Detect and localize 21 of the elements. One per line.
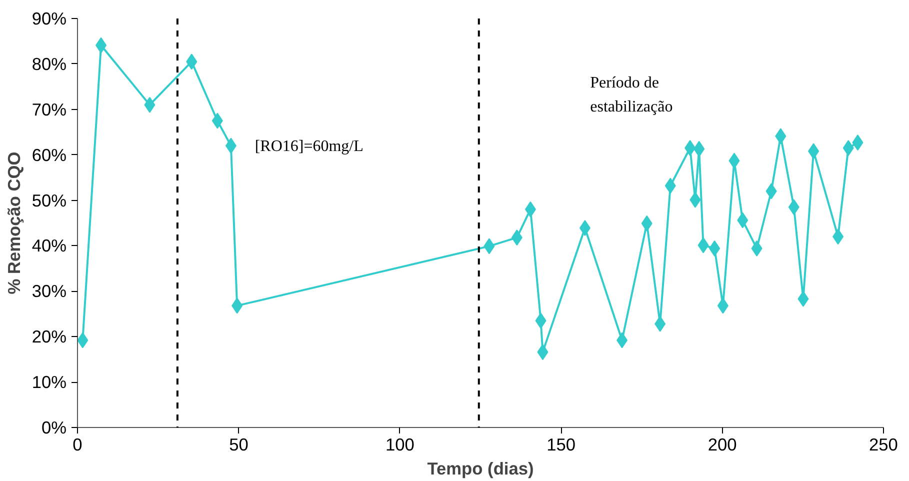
y-tick-label: 40% bbox=[32, 236, 67, 256]
y-tick-label: 70% bbox=[32, 99, 67, 120]
y-tick-label: 0% bbox=[41, 418, 66, 438]
x-tick-label: 50 bbox=[229, 434, 248, 454]
y-tick-label: 30% bbox=[32, 281, 67, 302]
x-tick-label: 150 bbox=[546, 434, 576, 454]
y-tick-label: 80% bbox=[32, 54, 67, 74]
x-tick-label: 100 bbox=[385, 434, 414, 454]
x-tick-label: 0 bbox=[72, 434, 82, 454]
y-axis-title: % Remoção CQO bbox=[4, 152, 24, 294]
y-tick-label: 60% bbox=[32, 144, 67, 165]
x-tick-label: 200 bbox=[708, 434, 737, 454]
y-tick-label: 90% bbox=[32, 8, 67, 28]
point bbox=[579, 220, 590, 236]
y-tick-label: 20% bbox=[32, 326, 67, 347]
y-tick-label: 10% bbox=[32, 372, 67, 392]
x-tick-label: 250 bbox=[869, 434, 898, 454]
x-axis-title: Tempo (dias) bbox=[427, 458, 534, 478]
y-tick-label: 50% bbox=[32, 190, 67, 210]
annotation: [RO16]=60mg/L bbox=[254, 138, 364, 156]
annotation: Período de estabilização bbox=[590, 74, 673, 116]
